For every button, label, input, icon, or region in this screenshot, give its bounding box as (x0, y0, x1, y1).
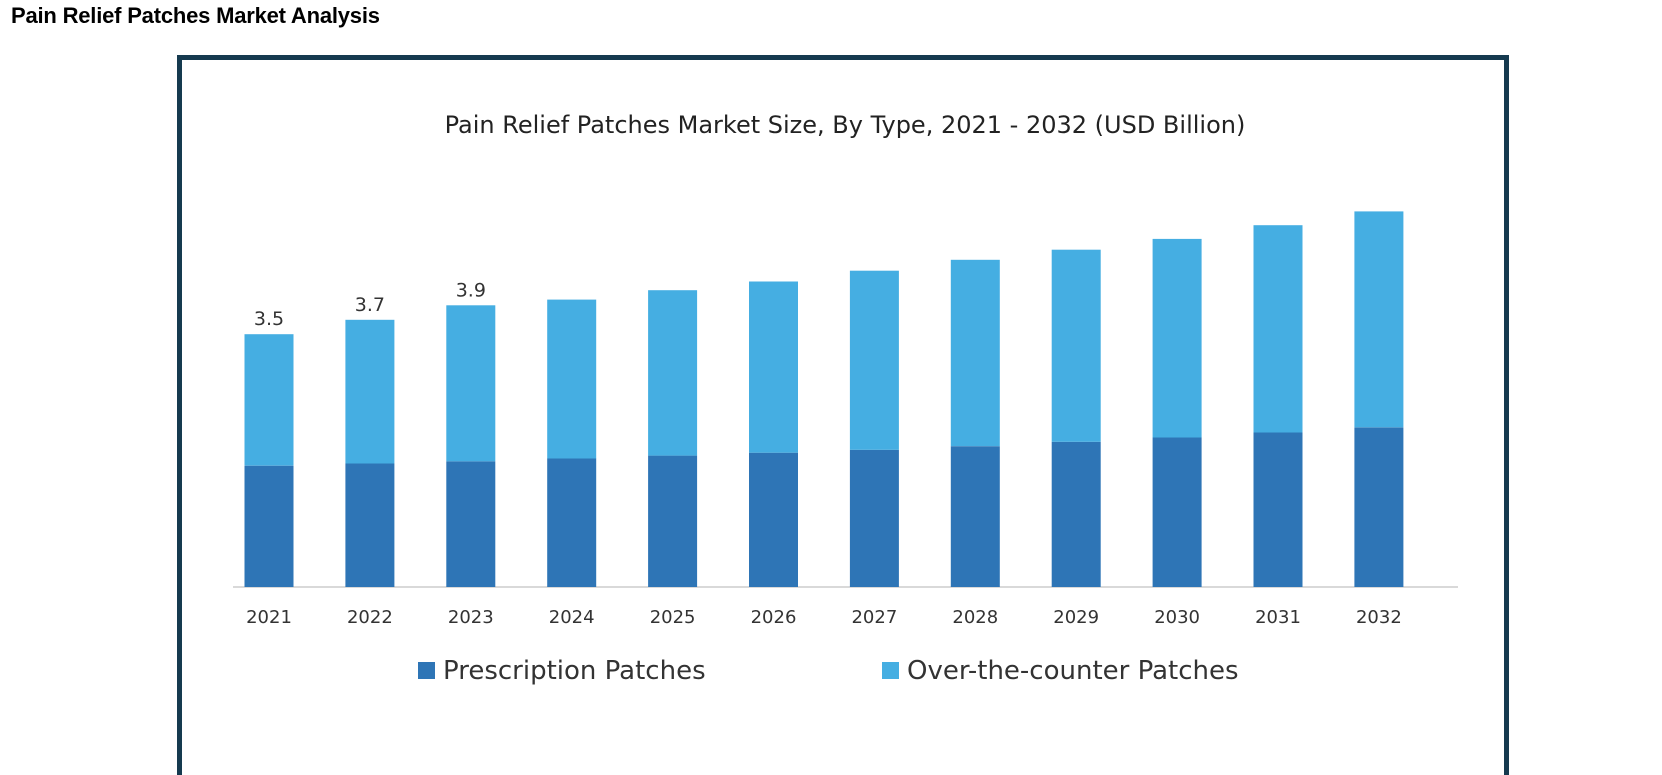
x-tick-2023: 2023 (448, 607, 494, 628)
bar-otc-2022 (345, 319, 395, 464)
bar-prescription-2023 (446, 461, 496, 587)
legend-label-prescription: Prescription Patches (443, 656, 706, 686)
bar-otc-2032 (1354, 211, 1404, 428)
bar-prescription-2026 (749, 452, 798, 587)
bar-otc-2023 (446, 305, 496, 462)
stacked-bar-chart: Pain Relief Patches Market Size, By Type… (233, 111, 1458, 686)
x-tick-2027: 2027 (851, 607, 897, 628)
bar-prescription-2027 (849, 449, 899, 587)
data-labels-group: 3.5 3.7 3.9 (254, 279, 486, 330)
x-tick-2024: 2024 (549, 607, 595, 628)
bar-prescription-2021 (244, 465, 294, 587)
data-label-2021: 3.5 (254, 308, 284, 330)
legend-swatch-otc (882, 662, 899, 679)
x-tick-2032: 2032 (1356, 607, 1402, 628)
legend-label-otc: Over-the-counter Patches (907, 656, 1239, 686)
bar-prescription-2030 (1152, 437, 1202, 587)
bar-prescription-2022 (345, 463, 395, 587)
bar-otc-2025 (648, 290, 698, 456)
bar-otc-2026 (749, 281, 798, 453)
x-tick-2031: 2031 (1255, 607, 1301, 628)
bar-prescription-2029 (1051, 441, 1101, 587)
bar-otc-2030 (1152, 238, 1202, 438)
bar-prescription-2032 (1354, 427, 1404, 587)
x-tick-2029: 2029 (1053, 607, 1099, 628)
bar-otc-2031 (1253, 225, 1303, 433)
page-title: Pain Relief Patches Market Analysis (11, 3, 380, 28)
x-tick-2030: 2030 (1154, 607, 1200, 628)
bar-prescription-2028 (950, 446, 1000, 587)
legend-swatch-prescription (418, 662, 435, 679)
chart-container: Pain Relief Patches Market Size, By Type… (177, 55, 1509, 775)
bar-otc-2028 (950, 259, 1000, 447)
chart-title: Pain Relief Patches Market Size, By Type… (445, 111, 1246, 139)
data-label-2022: 3.7 (355, 294, 385, 316)
x-tick-2025: 2025 (650, 607, 696, 628)
bar-otc-2027 (849, 270, 899, 450)
bar-prescription-2025 (648, 455, 698, 587)
x-tick-labels: 2021 2022 2023 2024 2025 2026 2027 2028 2029 2030… (246, 607, 1402, 628)
bar-otc-2021 (244, 334, 294, 466)
x-tick-2026: 2026 (751, 607, 797, 628)
x-tick-2022: 2022 (347, 607, 393, 628)
bar-prescription-2031 (1253, 432, 1303, 587)
bars-group (244, 211, 1404, 587)
data-label-2023: 3.9 (456, 279, 486, 301)
legend: Prescription Patches Over-the-counter Pat… (418, 656, 1239, 686)
bar-otc-2024 (547, 299, 597, 459)
x-tick-2021: 2021 (246, 607, 292, 628)
bar-prescription-2024 (547, 458, 597, 587)
bar-otc-2029 (1051, 249, 1101, 442)
x-tick-2028: 2028 (952, 607, 998, 628)
